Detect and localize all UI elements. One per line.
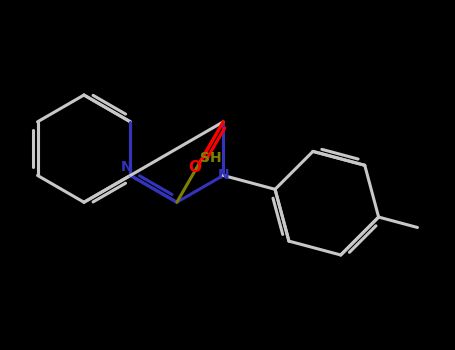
Text: N: N [120,160,132,174]
Text: O: O [189,160,202,175]
Text: N: N [217,168,229,182]
Text: SH: SH [200,151,222,165]
